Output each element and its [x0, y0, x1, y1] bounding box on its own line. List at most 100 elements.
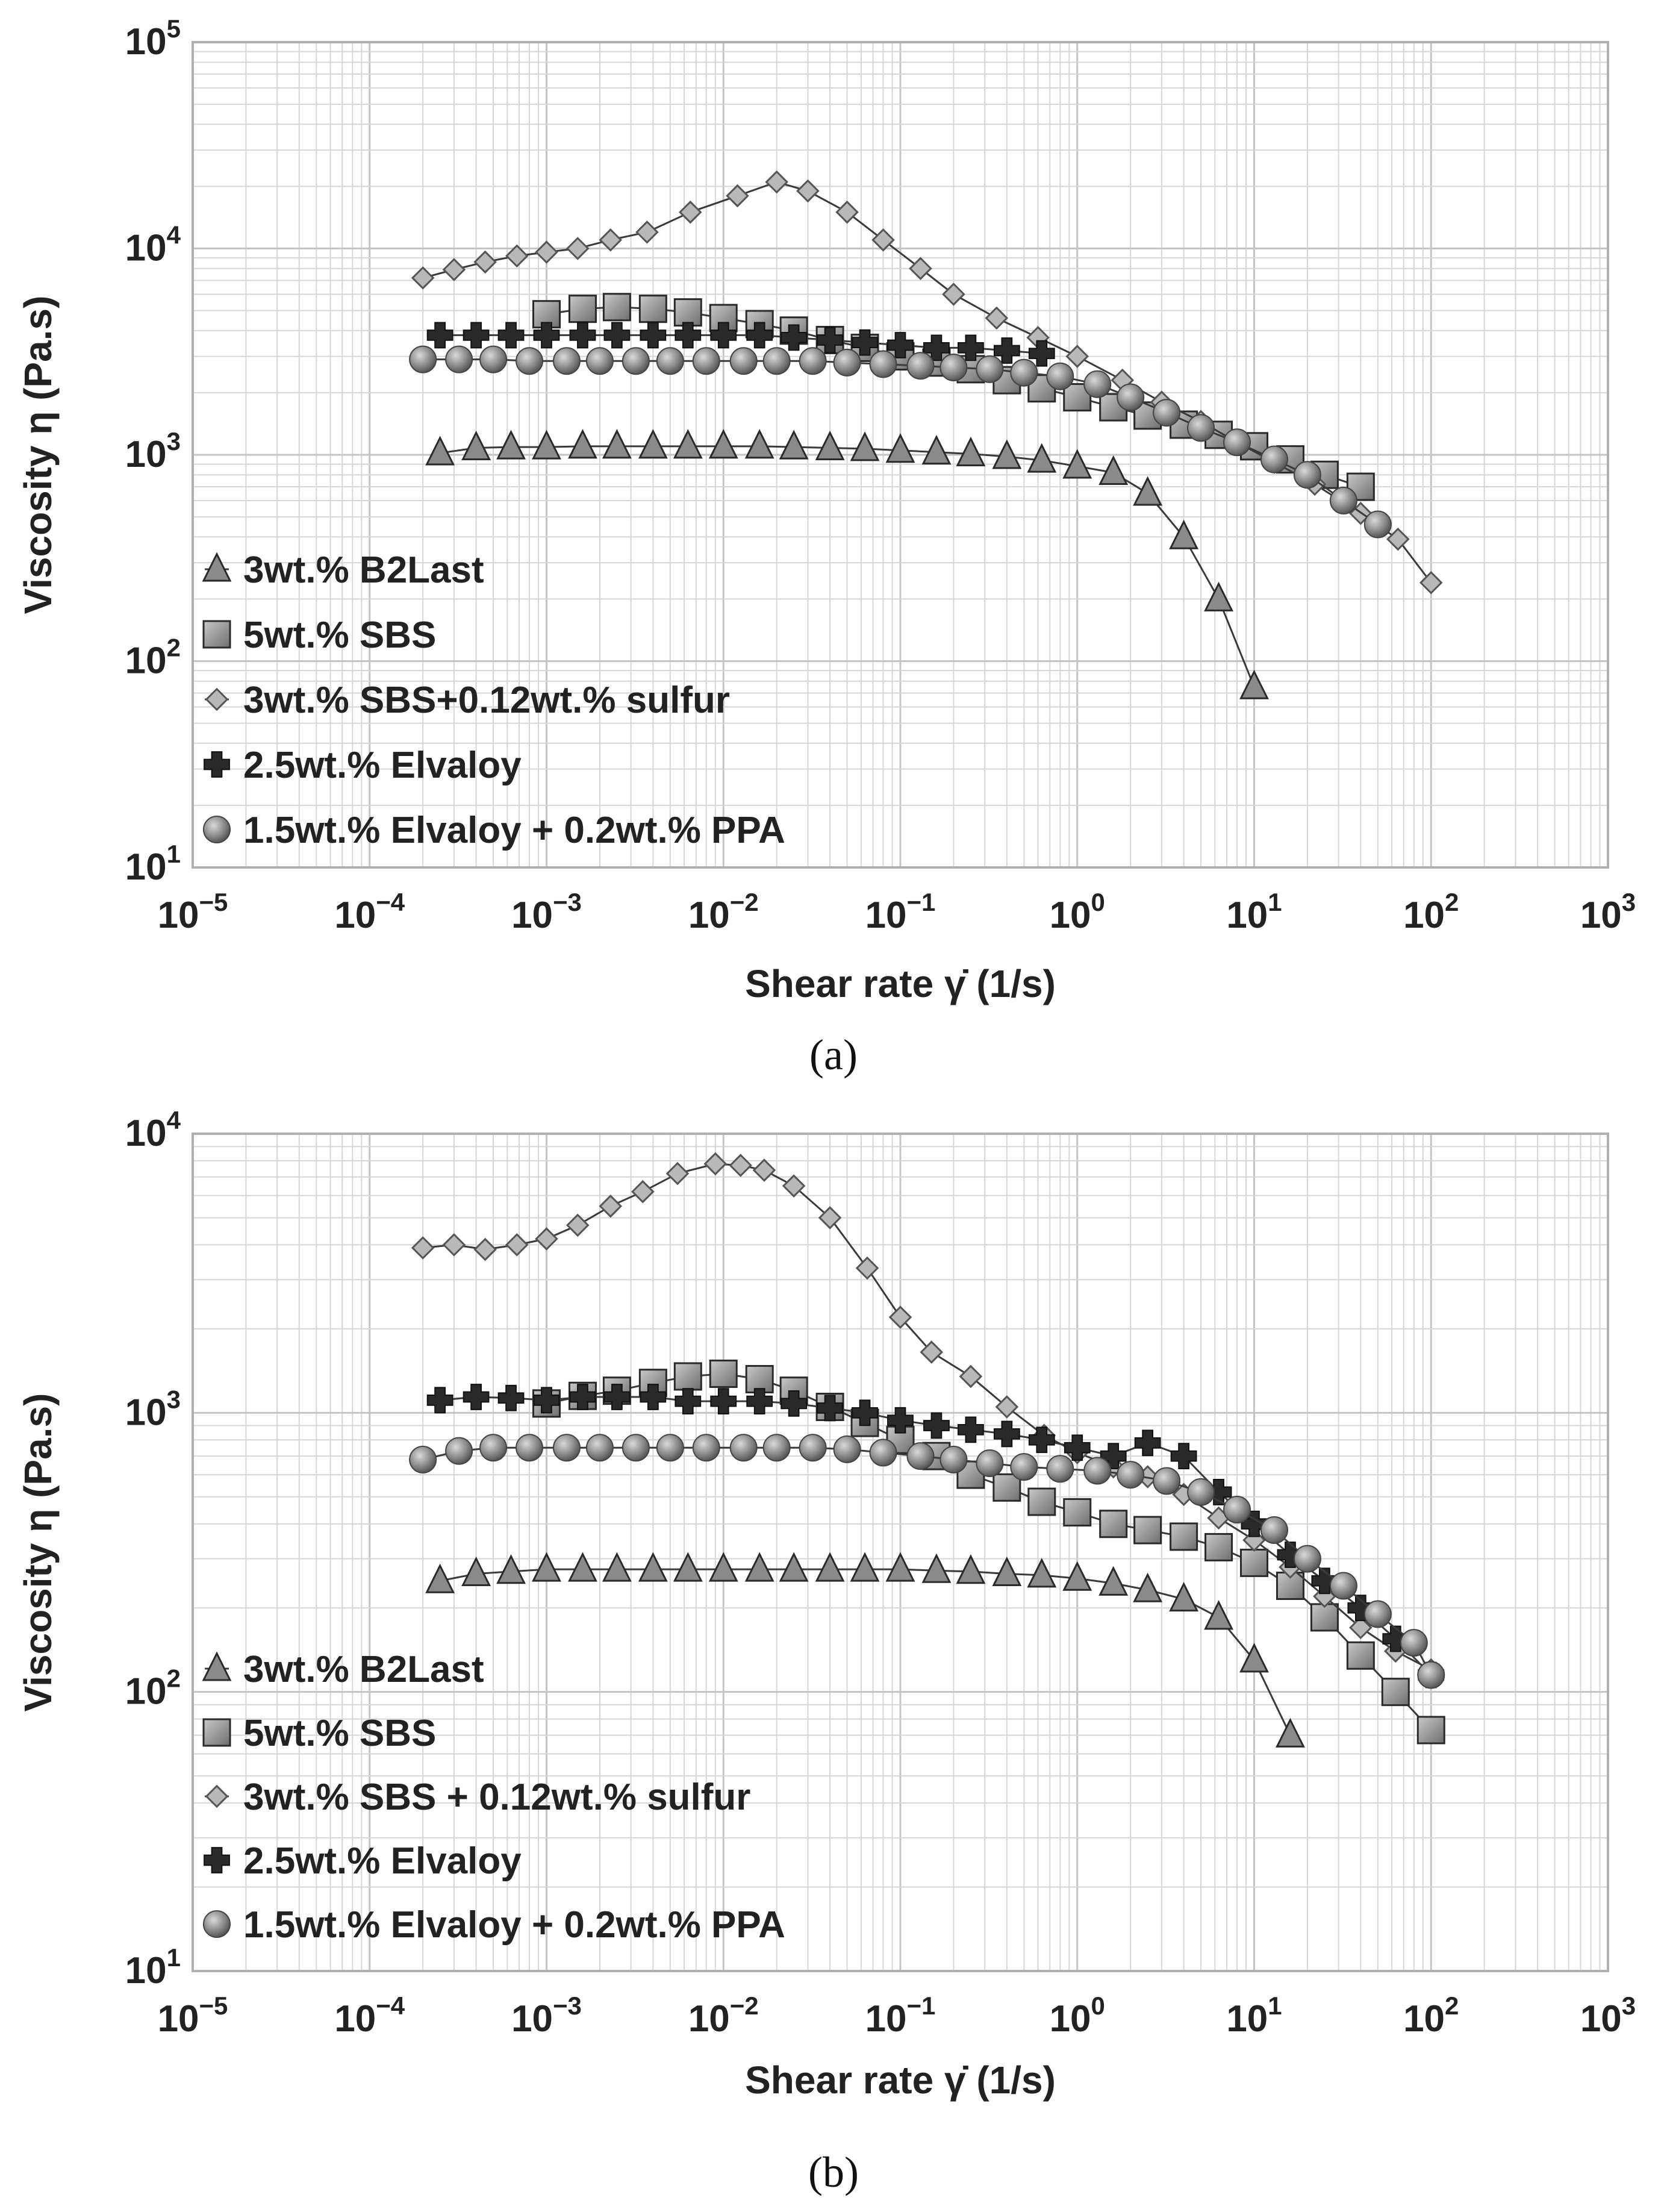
- panel-a-y-axis-title: Viscosity η (Pa.s): [16, 296, 60, 614]
- data-point-triangle: [708, 429, 738, 459]
- data-point-diamond: [765, 170, 788, 194]
- legend-label: 3wt.% SBS + 0.12wt.% sulfur: [243, 1776, 750, 1818]
- data-point-circle: [622, 347, 650, 375]
- panel-b-legend: 3wt.% B2Last 5wt.% SBS 3wt.% SBS + 0.12wt.…: [202, 1649, 785, 1946]
- data-point-diamond: [679, 200, 702, 224]
- data-point-triangle: [956, 436, 986, 466]
- data-point-circle: [1046, 362, 1074, 390]
- legend-marker-cross: [204, 1847, 230, 1873]
- data-point-cross: [852, 1399, 878, 1426]
- series-line: [440, 1568, 1291, 1736]
- data-point-circle: [1223, 428, 1251, 457]
- data-point-square: [709, 1360, 738, 1389]
- data-point-circle: [1363, 510, 1392, 539]
- data-point-circle: [445, 345, 473, 373]
- legend-label: 2.5wt.% Elvaloy: [243, 745, 522, 786]
- data-point-square: [1204, 1532, 1233, 1561]
- data-point-triangle: [1062, 1561, 1092, 1591]
- panel-b-plot-frame: [192, 1133, 1609, 1972]
- data-point-diamond: [1419, 570, 1443, 595]
- data-point-circle: [656, 1434, 684, 1462]
- y-tick-label: 103: [125, 1385, 181, 1433]
- data-point-circle: [1117, 383, 1145, 411]
- data-point-circle: [939, 354, 968, 382]
- data-point-diamond: [442, 258, 466, 281]
- data-point-cross: [781, 324, 808, 351]
- data-point-circle: [1010, 358, 1038, 387]
- data-point-circle: [1187, 1478, 1215, 1506]
- data-point-circle: [1293, 461, 1321, 489]
- x-tick-label: 100: [1050, 1992, 1105, 2040]
- data-point-circle: [869, 1439, 897, 1467]
- data-point-cross: [957, 334, 984, 361]
- legend-label: 2.5wt.% Elvaloy: [243, 1840, 522, 1882]
- data-point-cross: [957, 1416, 984, 1443]
- x-tick-label: 103: [1580, 1992, 1636, 2040]
- data-point-triangle: [992, 439, 1022, 469]
- data-point-diamond: [871, 228, 895, 252]
- series-line: [422, 181, 1432, 584]
- series-diamond: [411, 170, 1443, 595]
- data-point-square: [1240, 1548, 1268, 1577]
- data-point-cross: [852, 329, 878, 356]
- data-point-cross: [993, 1420, 1020, 1448]
- data-point-triangle: [956, 1554, 986, 1584]
- data-point-diamond: [942, 283, 965, 306]
- data-point-square: [1170, 1522, 1198, 1551]
- legend-marker-triangle: [202, 1651, 232, 1681]
- data-point-circle: [1260, 445, 1288, 473]
- data-point-diamond: [703, 1152, 728, 1176]
- data-point-cross: [640, 1384, 667, 1410]
- data-point-diamond: [505, 1233, 529, 1257]
- x-tick-label: 102: [1403, 888, 1459, 936]
- data-point-square: [602, 293, 631, 322]
- data-point-circle: [1010, 1453, 1038, 1481]
- data-point-diamond: [818, 1206, 842, 1229]
- series-diamond: [411, 1152, 1443, 1682]
- x-tick-label: 102: [1403, 1992, 1459, 2040]
- data-point-circle: [409, 1445, 437, 1473]
- x-tick-label: 10−1: [865, 1992, 936, 2040]
- legend-marker-triangle: [202, 552, 232, 582]
- legend-label: 1.5wt.% Elvaloy + 0.2wt.% PPA: [243, 810, 785, 851]
- data-point-triangle: [992, 1556, 1022, 1587]
- data-point-diamond: [411, 1236, 435, 1260]
- x-tick-label: 10−1: [865, 888, 936, 936]
- legend-marker-circle: [203, 816, 231, 843]
- data-point-circle: [799, 1434, 827, 1462]
- data-point-triangle: [532, 1552, 561, 1582]
- panel-b-caption: (b): [808, 2148, 859, 2196]
- data-point-triangle: [708, 1552, 738, 1582]
- data-point-circle: [833, 1435, 861, 1463]
- data-point-triangle: [673, 429, 703, 459]
- data-point-cross: [497, 322, 525, 349]
- data-point-cross: [1277, 1542, 1304, 1568]
- legend-marker-diamond: [205, 1784, 229, 1808]
- data-point-square: [568, 295, 597, 323]
- data-point-triangle: [850, 431, 880, 461]
- data-point-diamond: [959, 1364, 983, 1389]
- data-point-cross: [1064, 1434, 1091, 1461]
- y-tick-label: 104: [125, 1106, 181, 1154]
- data-point-cross: [887, 1407, 914, 1434]
- panel-b-x-axis-title: Shear rate γ̇ (1/s): [745, 2058, 1056, 2102]
- panel-a-series: [409, 170, 1443, 699]
- legend-marker-cross: [204, 751, 230, 778]
- data-point-triangle: [779, 430, 809, 460]
- data-point-diamond: [411, 266, 435, 290]
- data-point-circle: [1046, 1455, 1074, 1483]
- panel-a-x-axis-title: Shear rate γ̇ (1/s): [745, 962, 1056, 1005]
- data-point-cross: [603, 322, 631, 349]
- data-point-square: [673, 1362, 702, 1391]
- data-point-diamond: [665, 1161, 690, 1186]
- x-tick-label: 10−3: [511, 888, 582, 936]
- data-point-circle: [479, 345, 508, 373]
- data-point-triangle: [885, 433, 915, 463]
- data-point-diamond: [920, 1340, 944, 1364]
- data-point-square: [1346, 1641, 1375, 1670]
- data-point-diamond: [505, 244, 529, 268]
- x-tick-label: 101: [1226, 888, 1282, 936]
- data-point-cross: [781, 1390, 808, 1417]
- data-point-circle: [585, 347, 614, 375]
